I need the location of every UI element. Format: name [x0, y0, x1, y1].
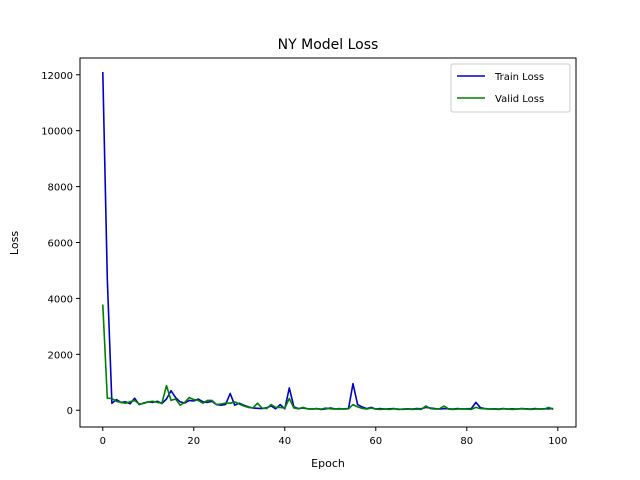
x-axis-label: Epoch [311, 457, 345, 470]
x-tick-label: 20 [187, 436, 200, 447]
x-tick-label: 0 [100, 436, 106, 447]
legend-label-valid-loss: Valid Loss [495, 94, 544, 105]
y-tick-label: 12000 [41, 71, 73, 82]
series-layer [102, 71, 554, 411]
y-tick-label: 0 [67, 406, 73, 417]
legend-label-train-loss: Train Loss [494, 72, 544, 83]
series-line-valid-loss [102, 304, 554, 411]
y-axis-label: Loss [8, 231, 21, 255]
x-tick-label: 60 [369, 436, 382, 447]
y-tick-label: 10000 [41, 127, 73, 138]
y-tick-label: 8000 [48, 183, 73, 194]
y-tick-label: 2000 [48, 350, 73, 361]
x-tick-label: 80 [460, 436, 473, 447]
y-axis: 0 2000 4000 6000 8000 10000 12000 [41, 71, 80, 417]
x-axis: 0 20 40 60 80 100 [100, 427, 567, 447]
y-tick-label: 4000 [48, 294, 73, 305]
x-tick-label: 100 [548, 436, 567, 447]
y-tick-label: 6000 [48, 239, 73, 250]
legend: Train Loss Valid Loss [450, 63, 571, 113]
chart-title: NY Model Loss [278, 37, 379, 53]
x-tick-label: 40 [278, 436, 291, 447]
